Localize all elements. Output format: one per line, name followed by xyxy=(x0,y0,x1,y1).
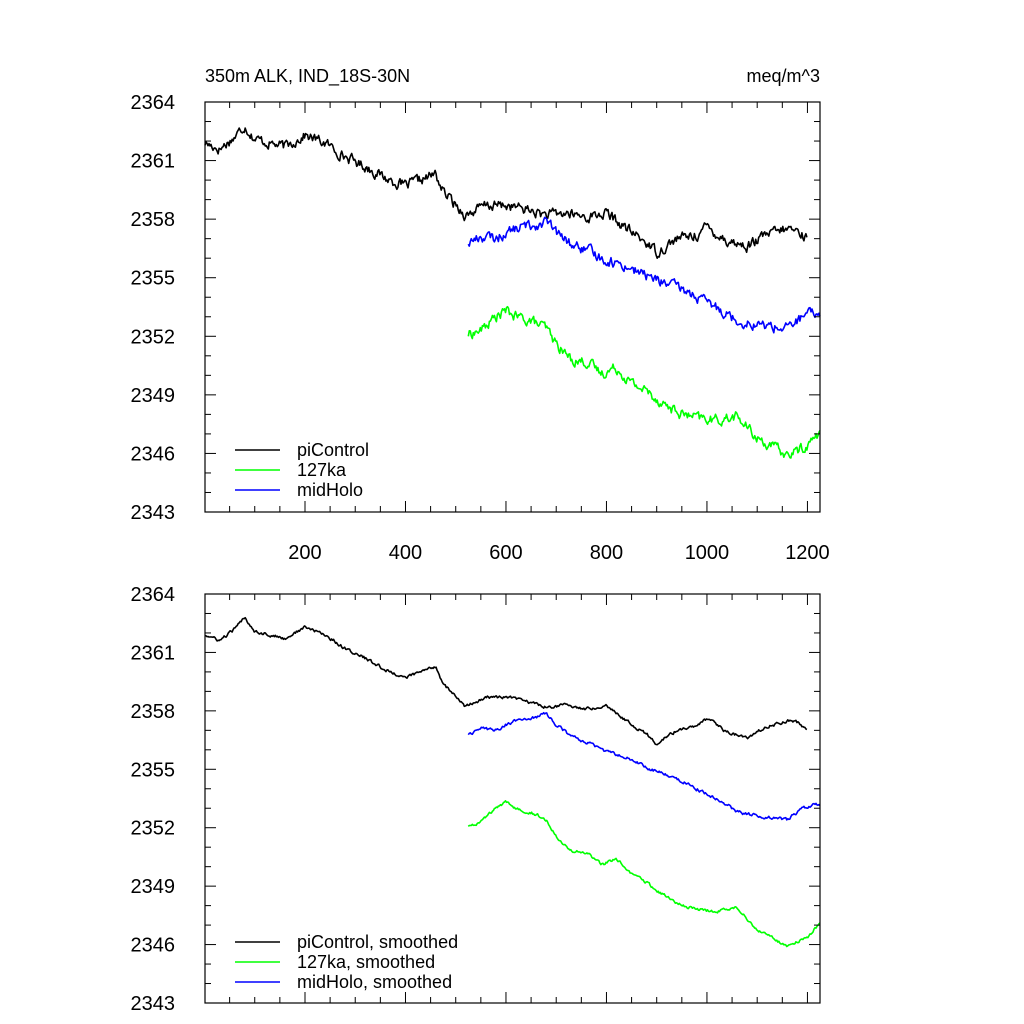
x-tick-label: 1000 xyxy=(685,542,730,564)
y-tick-label: 2352 xyxy=(131,818,176,840)
y-tick-label: 2358 xyxy=(131,209,176,231)
y-tick-label: 2361 xyxy=(131,642,176,664)
y-tick-label: 2364 xyxy=(131,584,176,606)
y-tick-label: 2343 xyxy=(131,502,176,524)
plot-frame xyxy=(204,593,821,1004)
y-tick-label: 2352 xyxy=(131,326,176,348)
legend-label: piControl xyxy=(297,440,369,460)
top-panel: 2343 2346 2349 2352 2355 2358 2361 2364 200 400 60… xyxy=(131,92,830,564)
legend-label: 127ka, smoothed xyxy=(297,952,435,972)
y-tick-label: 2349 xyxy=(131,876,176,898)
y-tick-label: 2358 xyxy=(131,701,176,723)
x-tick-label: 800 xyxy=(590,542,623,564)
y-tick-label: 2346 xyxy=(131,443,176,465)
x-tick-label: 200 xyxy=(288,542,321,564)
y-tick-label: 2349 xyxy=(131,385,176,407)
y-tick-label: 2361 xyxy=(131,151,176,173)
legend-label: midHolo, smoothed xyxy=(297,972,452,992)
y-tick-label: 2343 xyxy=(131,993,176,1015)
series-line-midholo xyxy=(467,216,821,334)
series-line-127ka xyxy=(467,305,821,459)
x-tick-label: 1200 xyxy=(785,542,830,564)
units-label: meq/m^3 xyxy=(747,66,820,86)
y-tick-label: 2355 xyxy=(131,759,176,781)
legend-label: piControl, smoothed xyxy=(297,932,458,952)
legend-label: 127ka xyxy=(297,460,347,480)
y-tick-label: 2346 xyxy=(131,935,176,957)
plot-frame xyxy=(204,101,821,513)
series-line-midholo xyxy=(467,711,821,821)
series-line-picontrol xyxy=(204,127,808,260)
y-tick-label: 2364 xyxy=(131,92,176,114)
series-line-picontrol xyxy=(204,616,808,746)
x-tick-label: 600 xyxy=(489,542,522,564)
legend-label: midHolo xyxy=(297,480,363,500)
bottom-panel: 2343 2346 2349 2352 2355 2358 2361 2364 piContro… xyxy=(131,584,821,1015)
y-tick-label: 2355 xyxy=(131,268,176,290)
chart-title: 350m ALK, IND_18S-30N xyxy=(205,66,410,87)
series-line-127ka xyxy=(467,799,821,948)
x-tick-label: 400 xyxy=(389,542,422,564)
